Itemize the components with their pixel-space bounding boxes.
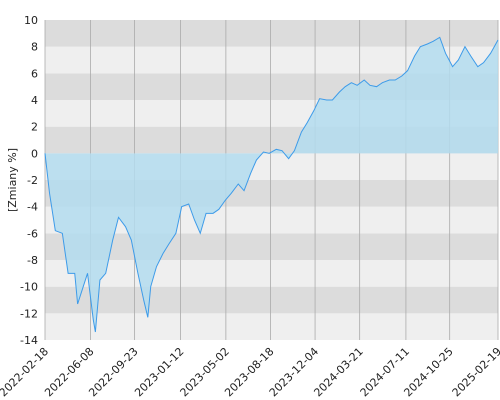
y-tick-label: 0: [31, 147, 38, 160]
line: [44, 36, 499, 333]
grid-band: [45, 286, 498, 314]
area: [45, 37, 498, 332]
y-tick-label: 6: [31, 67, 38, 80]
y-axis-label: [Zmiany %]: [6, 148, 19, 212]
y-tick-label: -8: [27, 254, 38, 267]
y-tick-label: -4: [27, 201, 38, 214]
y-tick-label: -12: [20, 307, 38, 320]
grid-band: [45, 233, 498, 260]
y-tick-label: -14: [20, 334, 38, 347]
y-tick-label: 10: [24, 14, 38, 27]
grid-band: [45, 20, 498, 47]
grid-band: [45, 260, 498, 287]
y-tick-label: 4: [31, 94, 38, 107]
x-tick-label: 2025-02-19: [450, 345, 500, 399]
y-tick-label: -6: [27, 227, 38, 240]
y-tick-label: -10: [20, 281, 38, 294]
y-tick-label: -2: [27, 174, 38, 187]
y-tick-label: 2: [31, 121, 38, 134]
grid-band: [45, 313, 498, 340]
y-tick-label: 8: [31, 41, 38, 54]
